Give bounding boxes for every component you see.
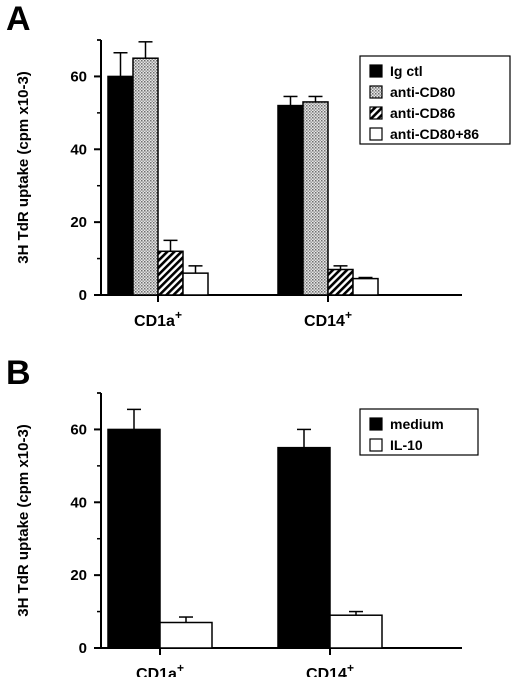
x-category-label: CD14+: [304, 308, 352, 330]
bar-anti-cd86: [327, 268, 354, 296]
y-tick-label: 40: [70, 141, 87, 158]
y-tick-label: 60: [70, 421, 87, 438]
chart-panel-a: A 0 20 40 60 3H TdR uptake (cpm x10-3) CD1a+ CD…: [6, 0, 511, 330]
legend-label: IL-10: [390, 437, 423, 453]
bar-medium: [107, 428, 161, 649]
legend-swatch: [369, 417, 383, 431]
legend-swatch: [369, 127, 383, 141]
panel-label: A: [6, 0, 31, 38]
bar-anti-cd86: [157, 250, 184, 296]
y-tick-label: 0: [79, 640, 87, 657]
bar-anti-cd80-86: [182, 272, 209, 296]
bar-anti-cd80: [302, 101, 329, 296]
bar-anti-cd80: [132, 57, 159, 296]
bar-medium: [277, 446, 331, 649]
y-tick-label: 20: [70, 214, 87, 231]
x-category-label: CD1a+: [134, 308, 182, 330]
legend-label: medium: [390, 416, 444, 432]
legend-box: [359, 408, 479, 456]
y-axis-title: 3H TdR uptake (cpm x10-3): [15, 71, 32, 264]
legend-label: anti-CD86: [390, 105, 456, 121]
legend-label: anti-CD80: [390, 84, 456, 100]
y-tick-label: 20: [70, 567, 87, 584]
y-tick-label: 40: [70, 494, 87, 511]
legend-label: anti-CD80+86: [390, 126, 479, 142]
bar-ig-ctl: [107, 75, 134, 296]
legend-label: Ig ctl: [390, 63, 423, 79]
legend-swatch: [369, 85, 383, 99]
bar-anti-cd80-86: [352, 277, 379, 296]
legend-swatch: [369, 438, 383, 452]
bar-il-10: [159, 621, 213, 649]
bar-il-10: [329, 614, 383, 649]
y-tick-label: 0: [79, 287, 87, 304]
chart-panel-b: B 0 20 40 60 3H TdR uptake (cpm x10-3) CD1a+ CD…: [6, 354, 479, 677]
panel-label: B: [6, 354, 31, 392]
x-category-label: CD14+: [306, 661, 354, 677]
legend-swatch: [369, 106, 383, 120]
x-category-label: CD1a+: [136, 661, 184, 677]
y-axis-title: 3H TdR uptake (cpm x10-3): [15, 424, 32, 617]
legend-box: [359, 55, 511, 145]
y-tick-label: 60: [70, 68, 87, 85]
legend-swatch: [369, 64, 383, 78]
bar-ig-ctl: [277, 104, 304, 296]
